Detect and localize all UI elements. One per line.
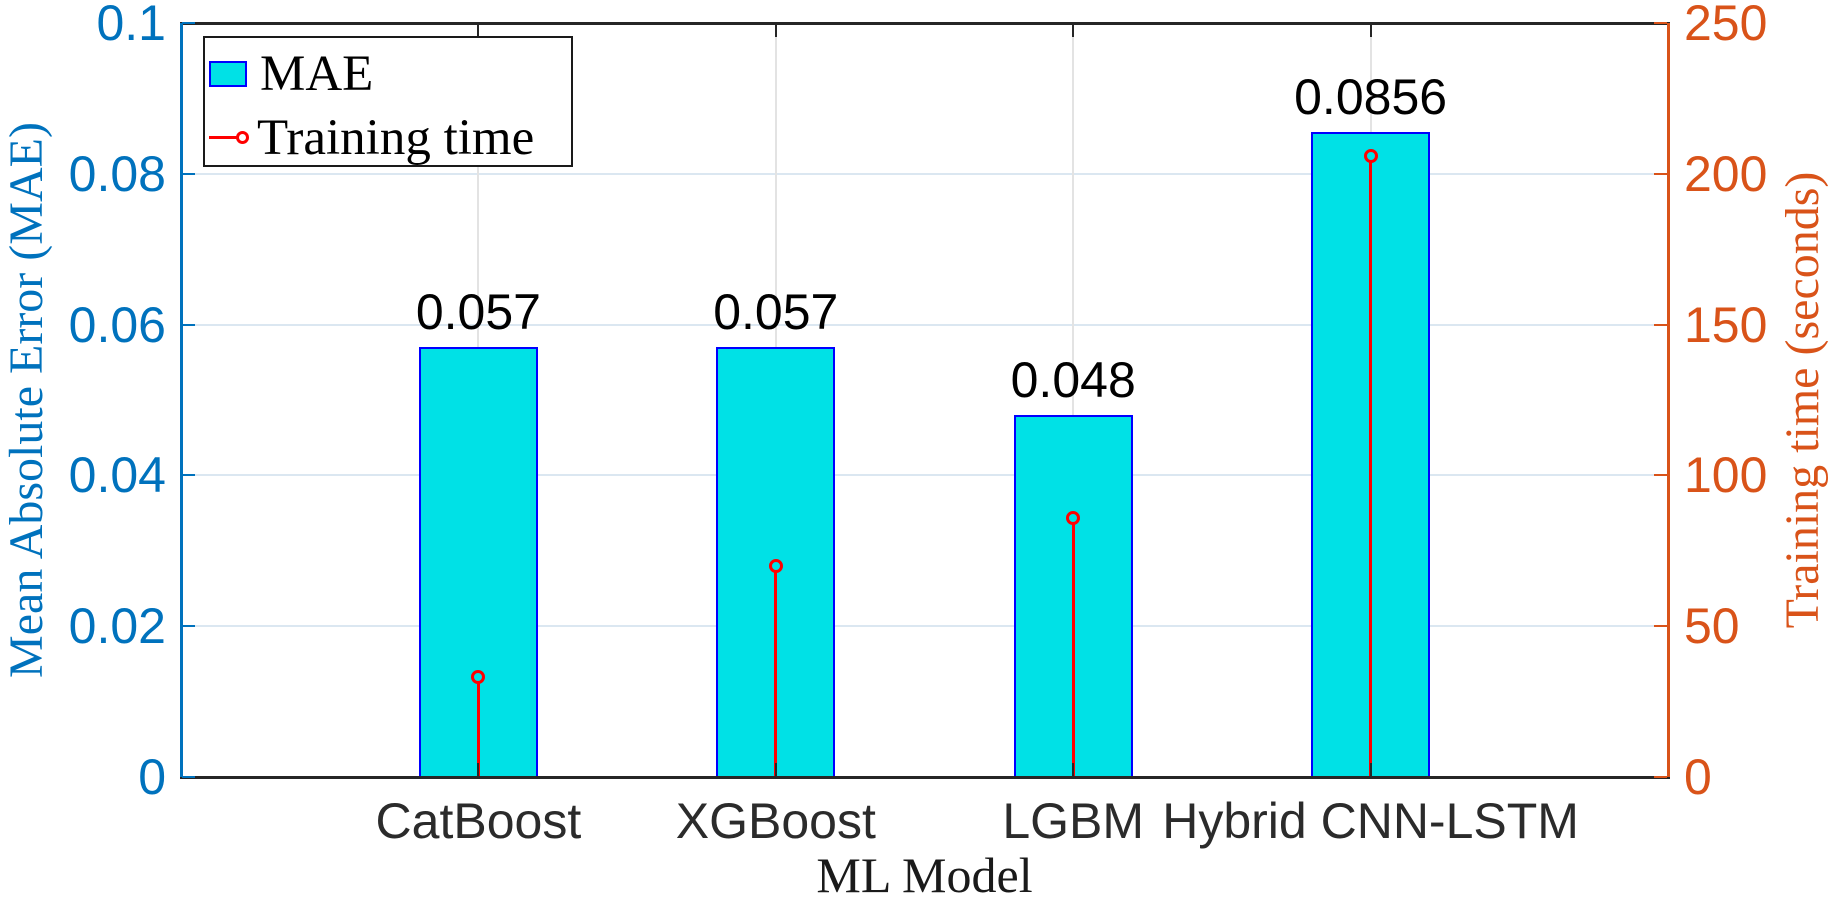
left-axis-tick-label: 0.04 [68,447,166,504]
left-axis-tick [182,474,195,477]
training-time-stem [1071,523,1075,777]
training-time-stem [1369,161,1373,777]
right-axis-tick-label: 0 [1684,749,1712,805]
bottom-category-tick [774,763,777,776]
category-label: Hybrid CNN-LSTM [1162,793,1579,849]
horizontal-gridline [181,474,1668,477]
left-axis-tick-label: 0 [138,749,166,805]
bottom-category-tick [477,763,480,776]
bottom-axis-line [179,775,1670,779]
right-axis-tick-label: 100 [1684,447,1768,504]
training-time-stem [476,683,480,777]
right-axis-tick [1654,474,1667,477]
left-axis-tick [182,22,195,24]
bar-value-label: 0.057 [713,284,839,341]
horizontal-gridline [181,625,1668,628]
training-time-marker [1066,510,1081,525]
right-y-axis-label: Training time (seconds) [1776,171,1829,629]
bottom-category-tick [1369,763,1372,776]
category-label: XGBoost [675,793,876,849]
right-axis-line [1666,23,1670,777]
left-axis-tick-label: 0.08 [68,145,166,202]
legend-entry-mae: MAE [260,46,374,102]
left-axis-line [179,23,183,777]
bottom-category-tick [1072,763,1075,776]
bar-value-label: 0.0856 [1294,68,1448,125]
left-axis-tick [182,323,195,326]
right-axis-tick-label: 150 [1684,296,1768,353]
legend: MAE Training time [203,36,573,167]
right-axis-tick-label: 250 [1684,0,1768,51]
right-axis-tick [1654,22,1667,24]
left-axis-tick [182,172,195,175]
legend-bar-swatch [209,61,247,87]
legend-stem-circle [236,131,249,144]
top-axis-line [179,21,1670,25]
category-label: LGBM [1002,793,1145,849]
top-category-tick [1072,24,1075,37]
top-category-tick [774,24,777,37]
horizontal-gridline [181,323,1668,326]
training-time-marker [1363,148,1378,163]
left-axis-tick-label: 0.06 [68,296,166,353]
left-y-axis-label: Mean Absolute Error (MAE) [0,122,53,678]
training-time-marker [768,558,783,573]
left-axis-tick-label: 0.1 [96,0,166,51]
training-time-stem [774,571,778,777]
left-axis-tick [182,776,195,778]
bar-value-label: 0.057 [415,284,541,341]
left-axis-tick-label: 0.02 [68,598,166,655]
top-category-tick [477,24,480,37]
horizontal-gridline [181,172,1668,175]
left-axis-tick [182,625,195,628]
category-label: CatBoost [375,793,582,849]
legend-stem-line [209,136,238,139]
legend-entry-training-time: Training time [257,110,535,166]
training-time-marker [471,670,486,685]
top-category-tick [1369,24,1372,37]
right-axis-tick [1654,323,1667,326]
right-axis-tick [1654,776,1667,778]
bar-value-label: 0.048 [1010,352,1136,409]
right-axis-tick-label: 50 [1684,598,1740,655]
right-axis-tick [1654,172,1667,175]
right-axis-tick [1654,625,1667,628]
vertical-gridline [1072,23,1075,777]
x-axis-label: ML Model [816,847,1033,899]
right-axis-tick-label: 200 [1684,145,1768,202]
